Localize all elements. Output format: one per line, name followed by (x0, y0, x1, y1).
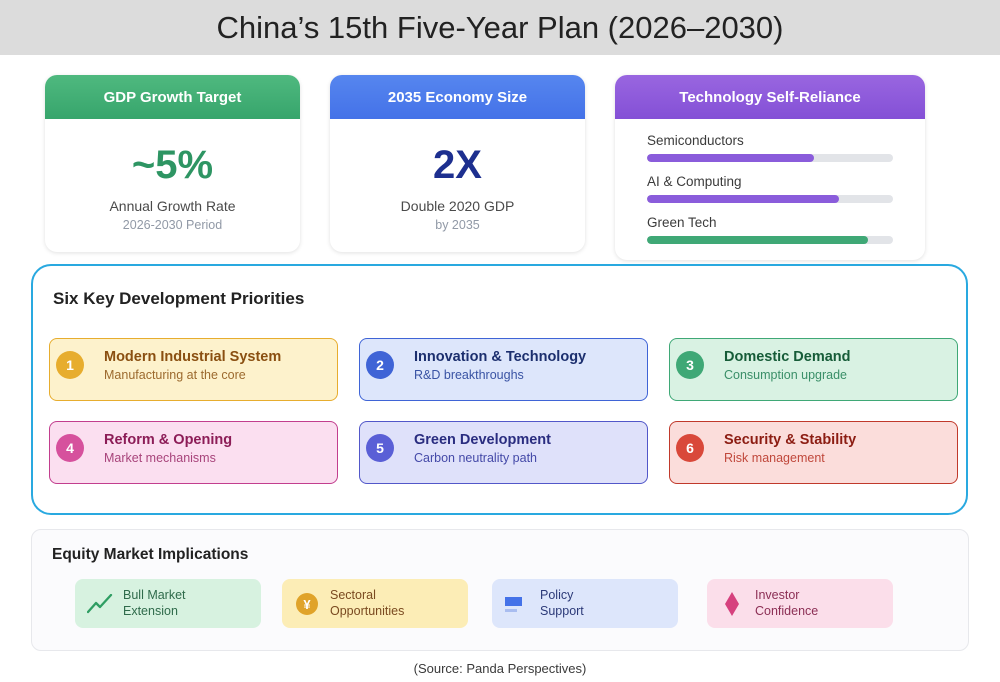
svg-text:¥: ¥ (303, 597, 311, 612)
